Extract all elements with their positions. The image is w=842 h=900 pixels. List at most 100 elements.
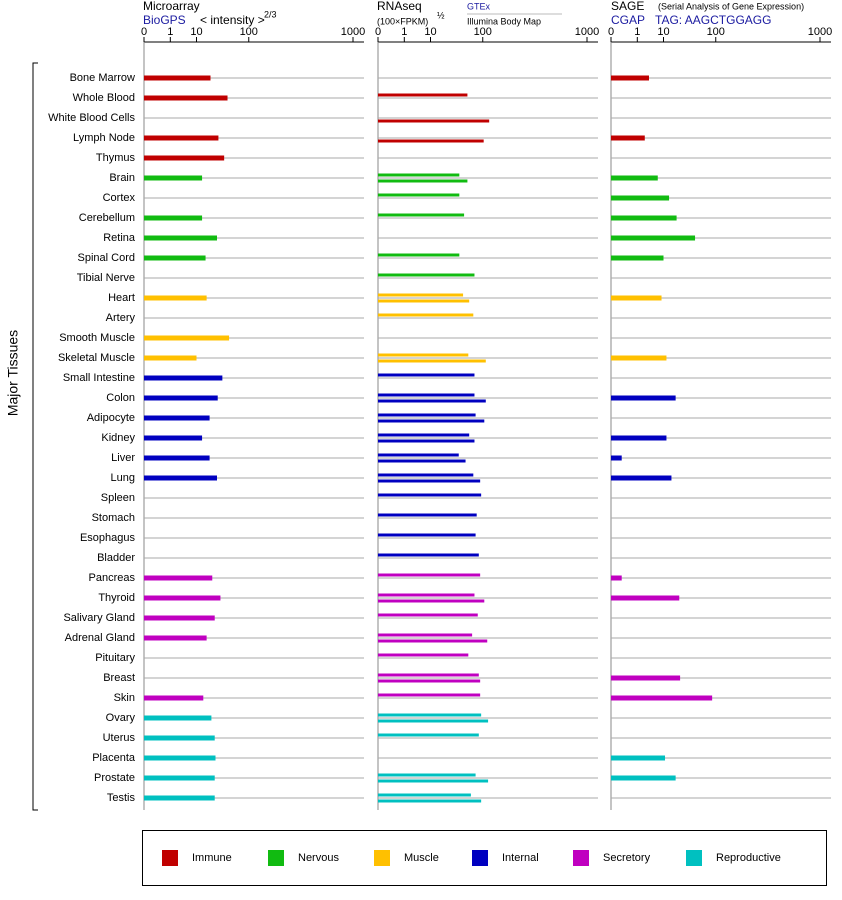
bar — [378, 639, 488, 643]
x-axis-label: < intensity > — [200, 13, 265, 27]
bar — [378, 119, 490, 123]
bar — [378, 779, 489, 783]
bar — [144, 255, 206, 261]
bar — [378, 353, 469, 357]
bar — [378, 633, 473, 637]
bar — [144, 715, 212, 721]
x-tick-label: 10 — [190, 26, 202, 38]
bar — [611, 475, 672, 481]
bar — [611, 295, 662, 301]
bar — [378, 179, 468, 183]
tissue-label: Placenta — [92, 752, 136, 764]
bar — [378, 599, 485, 603]
panel-note: (Serial Analysis of Gene Expression) — [658, 1, 804, 11]
bar — [378, 479, 481, 483]
bar — [611, 135, 645, 141]
bar — [378, 799, 482, 803]
tissue-label: White Blood Cells — [48, 112, 135, 124]
tissue-label: Skin — [114, 692, 135, 704]
tissue-label: Brain — [109, 172, 135, 184]
bar — [378, 419, 485, 423]
bar — [378, 393, 475, 397]
bar — [378, 439, 475, 443]
x-tick-label: 1000 — [575, 26, 599, 38]
tissue-label: Bladder — [97, 552, 135, 564]
legend-label: Reproductive — [716, 852, 781, 864]
x-tick-label: 1 — [634, 26, 640, 38]
tissue-label: Pituitary — [95, 652, 135, 664]
tissue-label: Colon — [106, 392, 135, 404]
series-name: GTEx — [467, 1, 491, 11]
legend-label: Internal — [502, 852, 539, 864]
x-tick-label: 1 — [401, 26, 407, 38]
legend-swatch — [268, 850, 284, 866]
bar — [144, 615, 215, 621]
tissue-label: Stomach — [92, 512, 135, 524]
x-tick-label: 1000 — [341, 26, 365, 38]
tissue-label: Tibial Nerve — [77, 272, 135, 284]
bar — [378, 173, 460, 177]
bar — [144, 375, 223, 381]
bar — [144, 735, 215, 741]
bar — [378, 253, 460, 257]
tissue-label: Lymph Node — [73, 132, 135, 144]
bar — [378, 593, 475, 597]
bar — [611, 575, 622, 581]
tissue-label: Artery — [106, 312, 136, 324]
bracket — [32, 62, 38, 811]
tissue-label: Ovary — [106, 712, 136, 724]
panel-subtitle: CGAP — [611, 13, 645, 27]
tissue-label: Whole Blood — [73, 92, 135, 104]
legend-swatch — [162, 850, 178, 866]
bar — [378, 693, 481, 697]
bar — [378, 459, 466, 463]
tissue-label: Spleen — [101, 492, 135, 504]
legend-label: Muscle — [404, 852, 439, 864]
bar — [378, 719, 489, 723]
bar — [611, 775, 676, 781]
tissue-label: Thyroid — [98, 592, 135, 604]
bar — [144, 235, 217, 241]
bar — [144, 335, 230, 341]
legend-swatch — [472, 850, 488, 866]
x-tick-label: 0 — [141, 26, 147, 38]
bar — [611, 355, 667, 361]
bar — [378, 313, 474, 317]
bar — [144, 395, 218, 401]
bar — [144, 75, 211, 81]
tissue-label: Breast — [103, 672, 135, 684]
series-name: Illumina Body Map — [467, 16, 541, 26]
bar — [378, 139, 484, 143]
legend-swatch — [374, 850, 390, 866]
bar — [378, 413, 476, 417]
x-tick-label: 10 — [424, 26, 436, 38]
x-tick-label: 1000 — [808, 26, 832, 38]
bar — [378, 213, 465, 217]
bar — [378, 553, 479, 557]
tissue-label: Adrenal Gland — [65, 632, 135, 644]
tissue-label: Uterus — [103, 732, 136, 744]
bar — [144, 795, 215, 801]
bar — [611, 435, 667, 441]
tissue-label: Retina — [103, 232, 136, 244]
bar — [611, 755, 666, 761]
panel-subtitle: BioGPS — [143, 13, 186, 27]
bar — [378, 293, 464, 297]
bar — [611, 455, 622, 461]
x-axis-exponent: ½ — [437, 10, 445, 20]
bar — [378, 713, 482, 717]
bar — [378, 93, 468, 97]
bar — [611, 675, 681, 681]
x-tick-label: 0 — [375, 26, 381, 38]
tissue-label: Heart — [108, 292, 135, 304]
bar — [378, 373, 475, 377]
x-tick-label: 100 — [240, 26, 258, 38]
panel-title: Microarray — [143, 0, 200, 13]
bar — [378, 653, 469, 657]
x-tick-label: 0 — [608, 26, 614, 38]
bar — [144, 215, 203, 221]
legend-label: Immune — [192, 852, 232, 864]
bar — [611, 75, 649, 81]
bar — [378, 613, 478, 617]
tissue-label: Spinal Cord — [78, 252, 135, 264]
